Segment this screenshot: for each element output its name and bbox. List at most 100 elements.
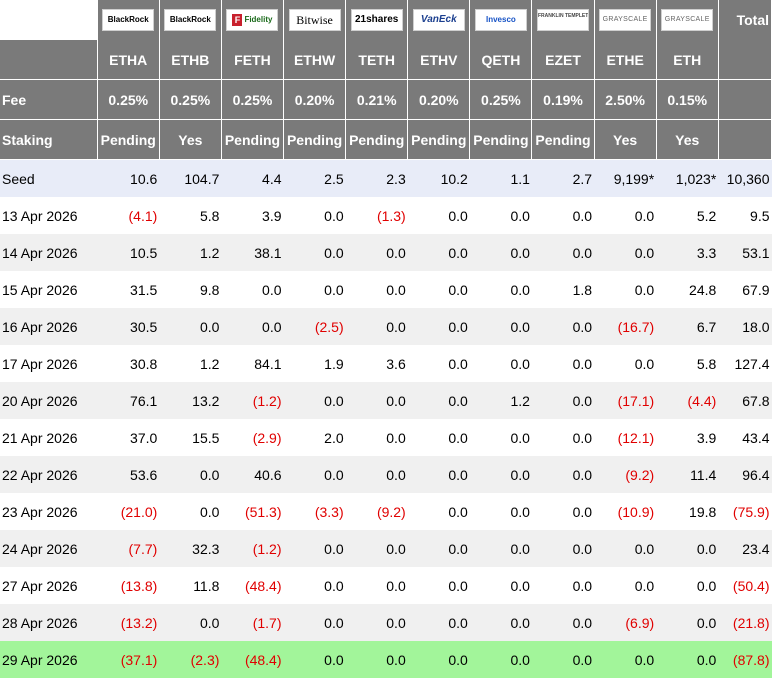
fee-cell: 0.20% <box>407 79 471 120</box>
flow-cell: 0.0 <box>283 604 346 641</box>
ticker-cell: ETHW <box>283 40 347 80</box>
staking-cell: Pending <box>469 119 533 160</box>
flow-cell: 0.0 <box>531 456 595 493</box>
21shares-logo: 21shares <box>350 9 403 31</box>
flow-cell: 0.0 <box>407 530 470 567</box>
flow-cell: 24.8 <box>656 271 719 308</box>
row-label: 14 Apr 2026 <box>0 234 98 271</box>
flow-cell: 0.0 <box>283 567 346 604</box>
flow-cell: (9.2) <box>345 493 408 530</box>
flow-cell: 104.7 <box>159 159 222 197</box>
flow-cell: 30.8 <box>97 345 160 382</box>
flow-cell: 0.0 <box>469 530 532 567</box>
flow-cell: 0.0 <box>656 604 719 641</box>
flow-cell: (9.2) <box>594 456 657 493</box>
row-label: 29 Apr 2026 <box>0 641 98 678</box>
fee-cell: 0.20% <box>283 79 347 120</box>
flow-rows: Seed 10.6 104.7 4.4 2.5 2.3 10.2 1.1 2.7 9,199* 1,… <box>0 159 772 678</box>
flow-cell: 0.0 <box>159 604 222 641</box>
flow-cell: 31.5 <box>97 271 160 308</box>
total-cell: 23.4 <box>718 530 772 567</box>
flow-cell: 0.0 <box>531 382 595 419</box>
flow-cell: 0.0 <box>407 419 470 456</box>
flow-cell: 0.0 <box>221 308 284 345</box>
table-row: 28 Apr 2026 (13.2) 0.0 (1.7) 0.0 0.0 0.0 0.0 0.0… <box>0 604 772 641</box>
ticker-cell: ETHB <box>159 40 222 80</box>
flow-cell: (37.1) <box>97 641 160 678</box>
flow-cell: 1.2 <box>159 234 222 271</box>
fee-cell: 0.19% <box>531 79 595 120</box>
row-label: 13 Apr 2026 <box>0 197 98 234</box>
flow-cell: 0.0 <box>469 493 532 530</box>
flow-cell: 0.0 <box>594 530 657 567</box>
ticker-cell: FETH <box>221 40 285 80</box>
flow-cell: 0.0 <box>531 641 595 678</box>
flow-cell: (48.4) <box>221 567 284 604</box>
seed-row: Seed 10.6 104.7 4.4 2.5 2.3 10.2 1.1 2.7 9,199* 1,… <box>0 159 772 197</box>
staking-cell: Pending <box>345 119 409 160</box>
fee-cell: 0.15% <box>656 79 719 120</box>
flow-cell: (6.9) <box>594 604 657 641</box>
flow-cell: 0.0 <box>283 197 346 234</box>
flow-cell: 3.9 <box>656 419 719 456</box>
total-cell: (21.8) <box>718 604 772 641</box>
flow-cell: 11.8 <box>159 567 222 604</box>
flow-cell: 0.0 <box>407 234 470 271</box>
corner-cell <box>0 0 98 40</box>
flow-cell: 0.0 <box>407 604 470 641</box>
flow-cell: (13.2) <box>97 604 160 641</box>
fee-cell: 0.25% <box>97 79 160 120</box>
staking-cell: Pending <box>531 119 595 160</box>
total-cell: (75.9) <box>718 493 772 530</box>
flow-cell: (2.9) <box>221 419 284 456</box>
invesco-logo: Invesco <box>474 9 527 31</box>
staking-cell: Yes <box>159 119 222 160</box>
flow-cell: 0.0 <box>469 641 532 678</box>
flow-cell: 3.9 <box>221 197 284 234</box>
flow-cell: 0.0 <box>407 641 470 678</box>
flow-cell: 0.0 <box>531 604 595 641</box>
flow-cell: (21.0) <box>97 493 160 530</box>
row-label: 23 Apr 2026 <box>0 493 98 530</box>
total-cell: 67.9 <box>718 271 772 308</box>
blackrock-logo: BlackRock <box>164 9 217 31</box>
flow-cell: 0.0 <box>345 604 408 641</box>
flow-cell: 0.0 <box>283 271 346 308</box>
flow-cell: 0.0 <box>345 530 408 567</box>
flow-cell: 0.0 <box>469 567 532 604</box>
flow-cell: 3.3 <box>656 234 719 271</box>
flow-cell: 0.0 <box>531 197 595 234</box>
row-label: 15 Apr 2026 <box>0 271 98 308</box>
grayscale-logo: GRAYSCALE <box>599 9 652 31</box>
flow-cell: (7.7) <box>97 530 160 567</box>
ticker-cell: ETHV <box>407 40 471 80</box>
flow-cell: (17.1) <box>594 382 657 419</box>
vaneck-logo: VanEck <box>412 9 465 31</box>
fee-cell: 0.21% <box>345 79 409 120</box>
flow-cell: 0.0 <box>469 604 532 641</box>
staking-cell: Pending <box>283 119 347 160</box>
flow-cell: (4.1) <box>97 197 160 234</box>
flow-cell: (16.7) <box>594 308 657 345</box>
ticker-cell: TETH <box>345 40 409 80</box>
ticker-cell: EZET <box>531 40 595 80</box>
flow-cell: 0.0 <box>345 271 408 308</box>
fee-row: Fee 0.25% 0.25% 0.25% 0.20% 0.21% 0.20% … <box>0 79 772 120</box>
flow-cell: 0.0 <box>345 456 408 493</box>
fee-cell: 2.50% <box>594 79 657 120</box>
flow-cell: 1.8 <box>531 271 595 308</box>
flow-cell: 0.0 <box>159 493 222 530</box>
table-row: 16 Apr 2026 30.5 0.0 0.0 (2.5) 0.0 0.0 0.0 0.0 (1… <box>0 308 772 345</box>
flow-cell: 0.0 <box>469 308 532 345</box>
flow-cell: 0.0 <box>469 234 532 271</box>
total-cell: (87.8) <box>718 641 772 678</box>
table-row: 20 Apr 2026 76.1 13.2 (1.2) 0.0 0.0 0.0 1.2 0.0(… <box>0 382 772 419</box>
ticker-cell: ETH <box>656 40 719 80</box>
flow-cell: 0.0 <box>594 641 657 678</box>
fee-cell: 0.25% <box>221 79 285 120</box>
flow-cell: 0.0 <box>594 197 657 234</box>
fidelity-logo: F Fidelity <box>226 9 279 31</box>
row-label: 22 Apr 2026 <box>0 456 98 493</box>
staking-row: Staking Pending Yes Pending Pending Pend… <box>0 119 772 160</box>
flow-cell: 0.0 <box>531 234 595 271</box>
